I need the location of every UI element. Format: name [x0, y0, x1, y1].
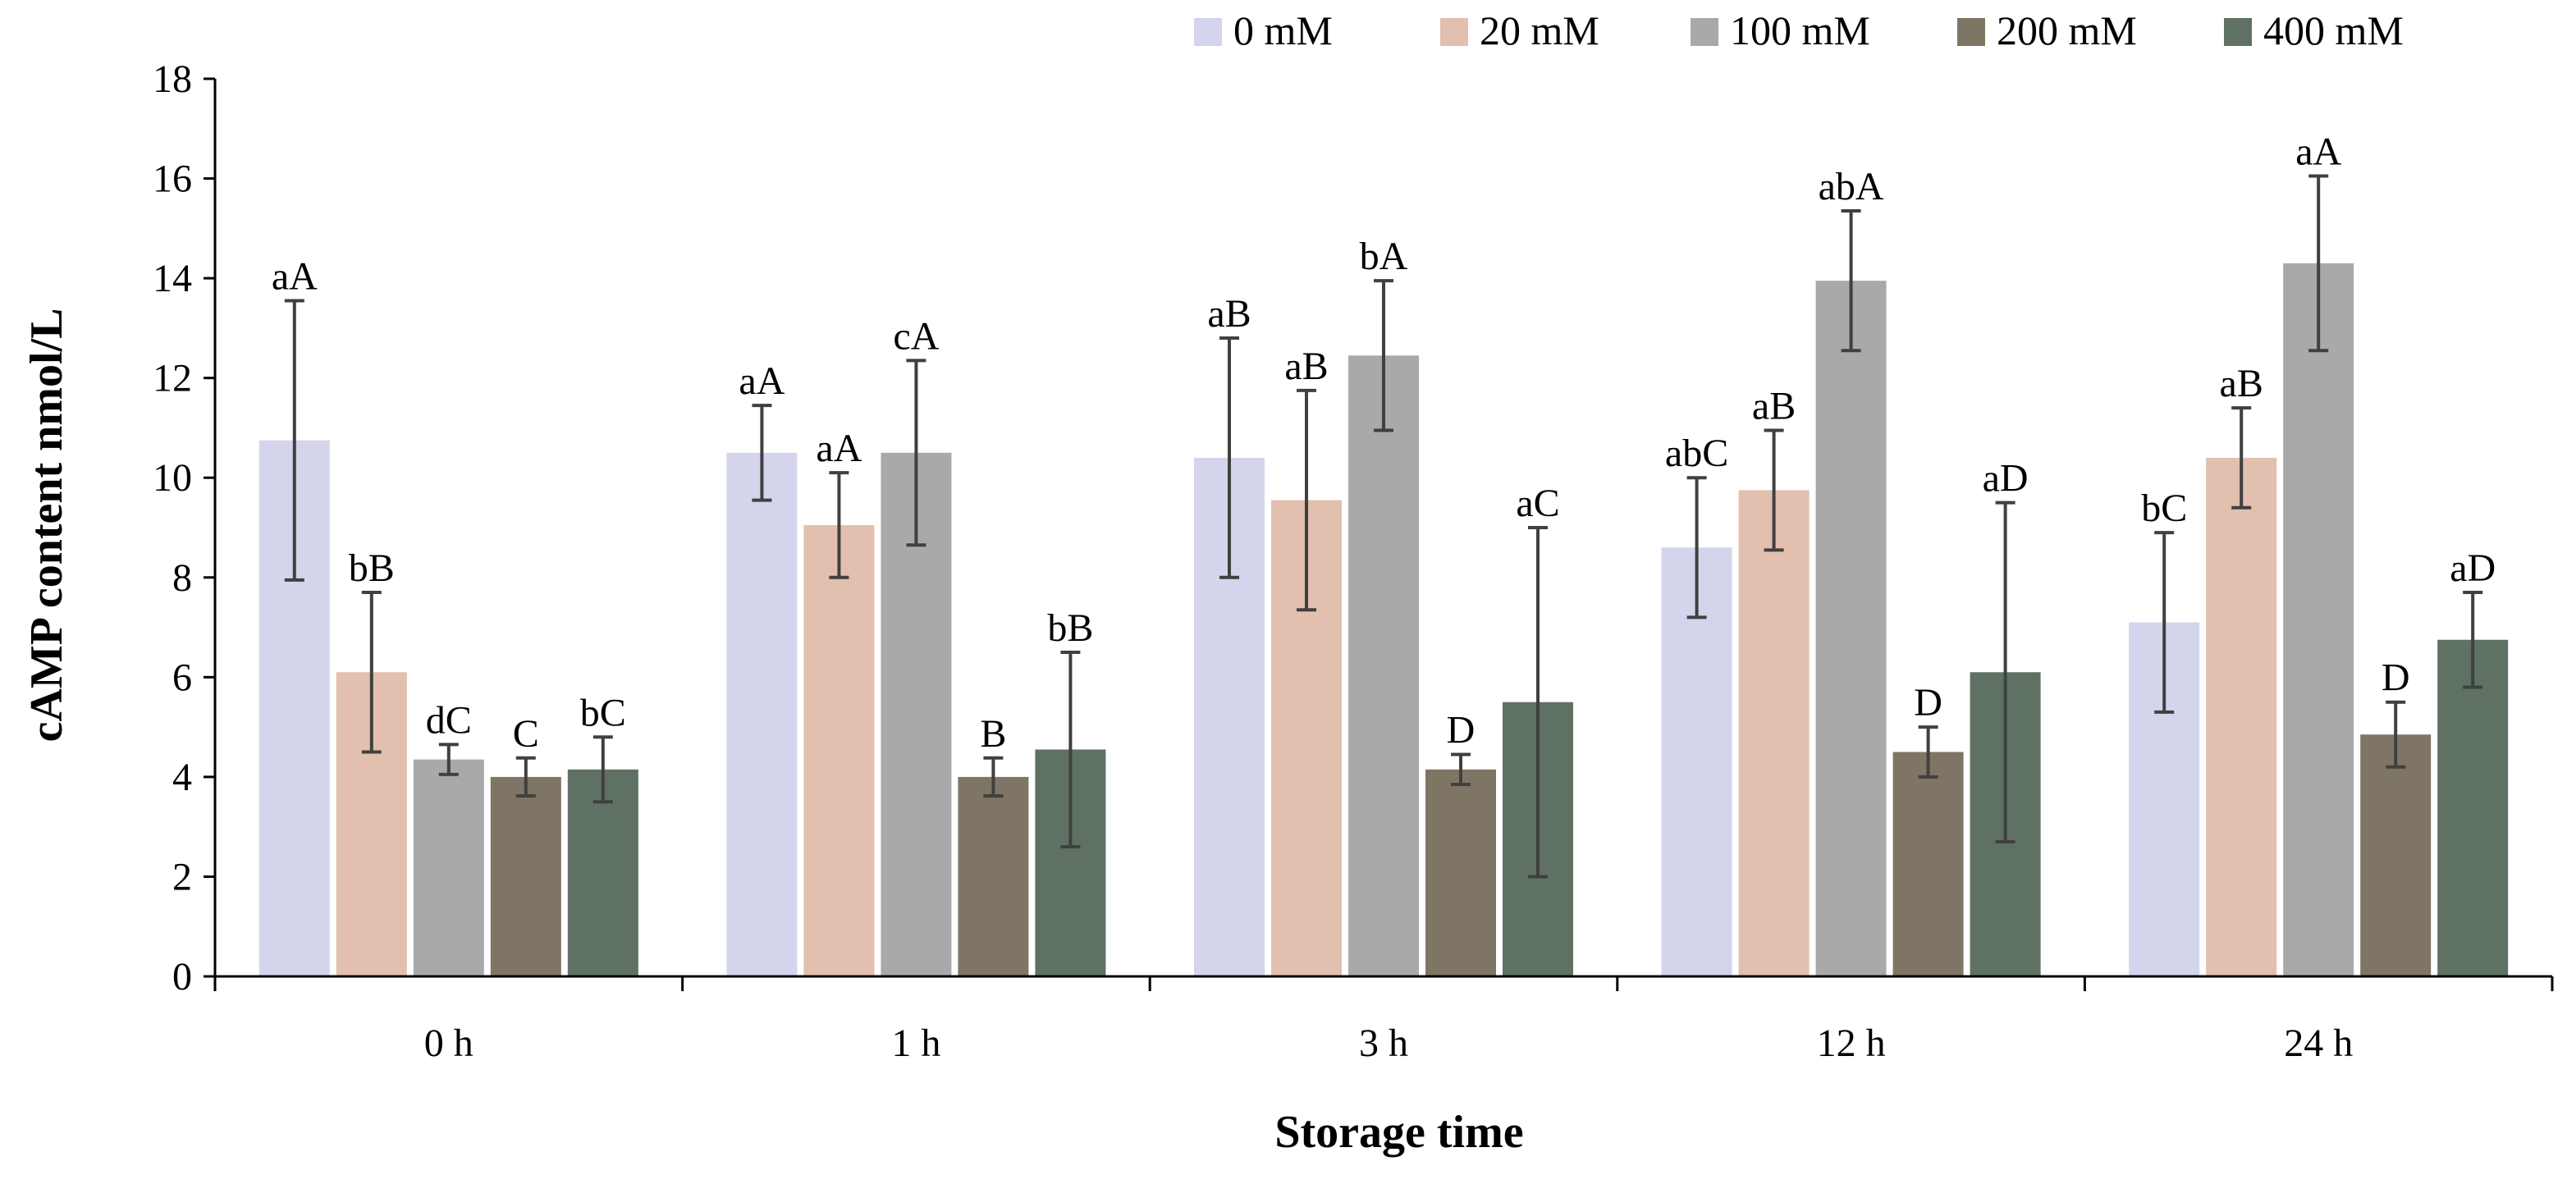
significance-label: bB: [1047, 606, 1093, 650]
bar: [1661, 547, 1732, 976]
legend-label: 200 mM: [1997, 7, 2137, 53]
bar: [2283, 263, 2354, 976]
legend-swatch: [1691, 18, 1718, 46]
x-tick-label: 24 h: [2284, 1022, 2353, 1065]
significance-label: aA: [816, 427, 862, 470]
legend-label: 400 mM: [2263, 7, 2404, 53]
significance-label: aD: [2450, 546, 2496, 590]
bar: [726, 452, 798, 976]
significance-label: bC: [580, 691, 626, 734]
y-tick-label: 6: [172, 656, 192, 699]
bar: [413, 759, 484, 976]
significance-label: D: [1447, 709, 1476, 752]
significance-label: bA: [1360, 235, 1408, 278]
y-tick-label: 2: [172, 855, 192, 898]
x-tick-label: 1 h: [891, 1022, 940, 1065]
significance-label: aA: [272, 254, 318, 298]
legend-swatch: [1194, 18, 1222, 46]
bar: [2206, 457, 2277, 976]
legend-label: 0 mM: [1233, 7, 1333, 53]
bars-area: [259, 263, 2509, 977]
significance-label: abA: [1819, 165, 1884, 208]
legend: 0 mM 20 mM 100 mM 200 mM 400 mM: [1194, 7, 2404, 53]
legend-label: 100 mM: [1730, 7, 1870, 53]
y-tick-label: 4: [172, 756, 192, 799]
legend-swatch: [1957, 18, 1985, 46]
bar: [1815, 281, 1887, 976]
significance-label: aA: [2295, 130, 2341, 174]
significance-label: aB: [1284, 345, 1328, 388]
bar: [567, 769, 638, 976]
bar: [958, 776, 1029, 976]
significance-label: cA: [893, 314, 939, 358]
legend-swatch: [1440, 18, 1468, 46]
y-tick-label: 12: [153, 357, 192, 400]
bar: [2437, 639, 2509, 976]
significance-label: C: [513, 712, 539, 756]
bar: [1348, 355, 1419, 977]
x-axis-title: Storage time: [1274, 1107, 1523, 1158]
significance-labels: aA aA aB abC bC bB aA aB aB aB dC cA bA abA aA C B D D DbC b…: [272, 130, 2496, 756]
y-tick-label: 16: [153, 158, 192, 201]
x-tick-label: 12 h: [1817, 1022, 1886, 1065]
significance-label: aB: [1752, 384, 1796, 427]
significance-label: aC: [1516, 482, 1559, 525]
x-axis: 0 h 1 h 3 h 12 h 24 h: [213, 975, 2554, 1065]
y-axis: 0 2 4 6 8 10 12 14 16 18: [153, 57, 217, 999]
legend-label: 20 mM: [1480, 7, 1599, 53]
bar: [1738, 490, 1810, 976]
error-bars: [284, 174, 2483, 879]
y-tick-label: 0: [172, 955, 192, 999]
y-tick-label: 18: [153, 57, 192, 101]
significance-label: D: [1914, 681, 1942, 725]
significance-label: D: [2382, 656, 2410, 700]
significance-label: aB: [2220, 362, 2263, 405]
x-tick-label: 3 h: [1359, 1022, 1408, 1065]
significance-label: aB: [1207, 292, 1251, 336]
bar: [2360, 734, 2432, 976]
significance-label: bB: [349, 546, 395, 590]
significance-label: aA: [739, 359, 785, 403]
bar: [490, 776, 561, 976]
y-tick-label: 10: [153, 456, 192, 500]
significance-label: B: [980, 712, 1006, 756]
significance-label: dC: [426, 698, 472, 742]
x-tick-label: 0 h: [424, 1022, 474, 1065]
bar: [1425, 769, 1496, 976]
bar: [1892, 752, 1964, 976]
significance-label: aD: [1983, 457, 2029, 501]
significance-label: abC: [1665, 432, 1728, 475]
legend-swatch: [2224, 18, 2252, 46]
bar: [803, 524, 875, 976]
y-tick-label: 14: [153, 257, 192, 300]
y-axis-title: cAMP content nmol/L: [21, 309, 72, 743]
significance-label: bC: [2141, 487, 2187, 530]
y-tick-label: 8: [172, 556, 192, 600]
